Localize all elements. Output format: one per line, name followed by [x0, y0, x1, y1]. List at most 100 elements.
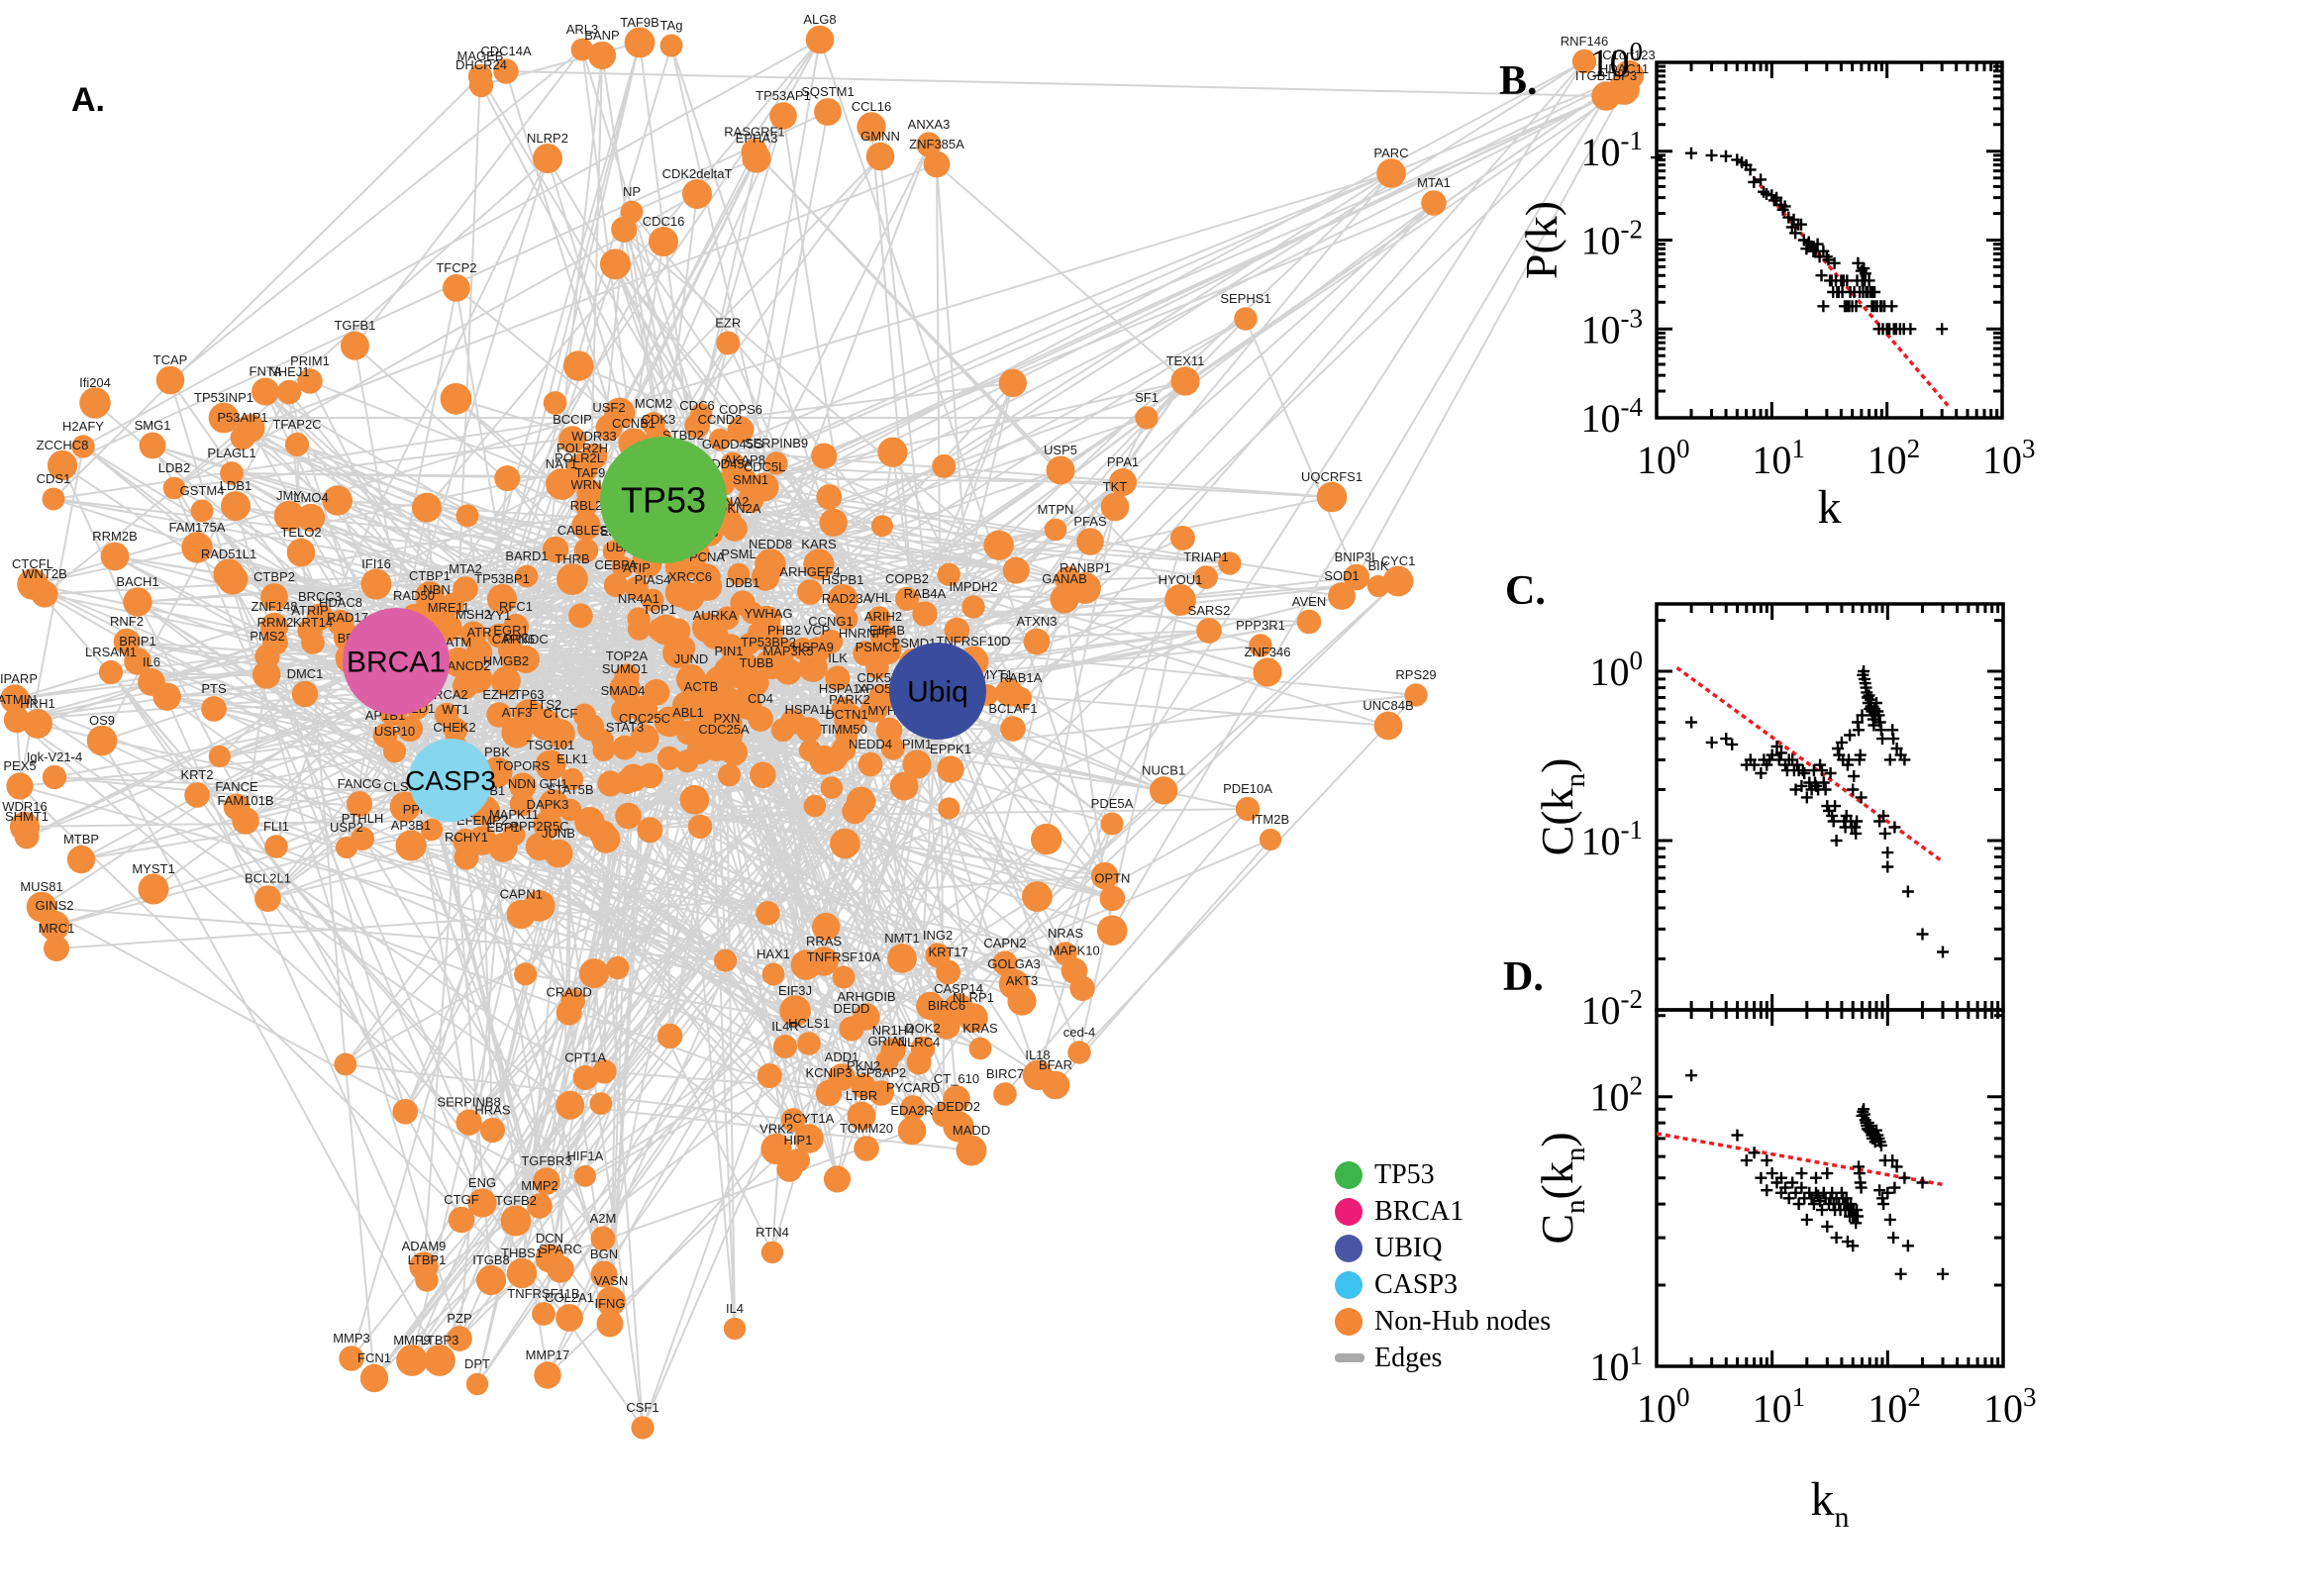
network-node [1421, 190, 1447, 216]
network-node [1076, 528, 1104, 555]
network-node-label: MSH2 [455, 607, 491, 622]
network-node-label: HSPA1A [819, 681, 869, 696]
network-node-label: KARS [801, 537, 837, 551]
network-node [1328, 582, 1356, 610]
network-node-label: PXN [714, 711, 741, 726]
network-node [931, 1102, 957, 1128]
scatter-points [1685, 665, 1949, 958]
network-node [1376, 158, 1406, 188]
network-node-label: RTN4 [756, 1225, 789, 1240]
network-node-label: ATM [446, 635, 471, 649]
network-node [637, 817, 663, 844]
network-node-label: KRT14 [293, 615, 333, 630]
network-node-label: JMY [276, 488, 302, 503]
network-node-label: POLR2H [556, 441, 608, 455]
network-node [637, 762, 663, 789]
network-node [1164, 584, 1196, 616]
network-node [1044, 518, 1067, 542]
network-node-label: IMPDH2 [949, 579, 997, 594]
network-node-label: YWHAG [744, 606, 792, 621]
network-node [612, 735, 638, 760]
network-node [335, 836, 358, 859]
panel-c-label: C. [1505, 568, 1546, 614]
network-node-label: USP10 [374, 724, 415, 739]
network-node [779, 995, 811, 1027]
network-node-label: EIF4B [869, 623, 905, 638]
network-node-label: NP [623, 184, 641, 199]
network-node-label: PTHLH [342, 811, 384, 826]
network-node-label: TAF9 [575, 465, 606, 480]
network-node [322, 485, 354, 516]
network-node [527, 1193, 553, 1219]
axis-tick-label: 103 [1983, 1382, 2037, 1431]
network-node [656, 1023, 683, 1049]
network-node [614, 769, 639, 795]
network-node [184, 782, 210, 808]
network-node-label: BRIP1 [119, 634, 156, 648]
hub-node-casp3: CASP3 [405, 739, 496, 822]
network-node-label: CTCFL [12, 556, 53, 571]
network-node [590, 1260, 618, 1288]
network-node [764, 451, 788, 475]
network-node [867, 606, 891, 630]
network-node-label: GANAB [1042, 571, 1087, 586]
network-node-label: ALG8 [803, 12, 836, 27]
network-node-label: BIRC6 [928, 998, 965, 1013]
network-node [998, 368, 1028, 398]
network-node [535, 749, 566, 781]
network-node [753, 605, 781, 634]
network-node-label: MTA2 [449, 561, 482, 576]
legend-item-ubiq: UBIQ [1335, 1230, 1551, 1266]
network-node-label: GOLGA3 [987, 956, 1040, 971]
axis-tick-label: 10-4 [1581, 392, 1644, 441]
network-node-label: ETS2 [530, 697, 562, 712]
network-node-label: LDB2 [158, 460, 191, 475]
network-node-label: C1orf123 [1602, 48, 1655, 62]
network-node [488, 833, 518, 862]
network-node [944, 617, 970, 644]
network-node-label: TEX11 [1166, 353, 1205, 368]
network-node-label: HSPB1 [822, 572, 864, 587]
network-node [1316, 481, 1348, 513]
network-node-label: THRB [555, 551, 589, 566]
network-node-label: TIPARP [0, 671, 38, 686]
network-node [812, 912, 841, 942]
network-node-label: VHL [866, 590, 891, 605]
network-node-label: MAPK11 [489, 807, 539, 822]
network-node [880, 736, 905, 760]
network-node-label: FLI1 [263, 819, 289, 834]
network-node-label: IFNG [594, 1296, 625, 1311]
network-node-label: ARL3 [566, 22, 599, 37]
network-node-label: RBL2 [570, 498, 603, 513]
network-node [347, 791, 372, 817]
network-node [113, 628, 141, 655]
network-node-label: BIRC7 [986, 1066, 1024, 1081]
network-node-label: NR1H4 [872, 1023, 915, 1038]
network-node-label: COL2A1 [545, 1290, 594, 1305]
network-node-label: USP2 [330, 820, 363, 835]
network-node [514, 962, 538, 986]
chart-C: 100 10-1 10-2 C(kn) C. [1505, 568, 2005, 1033]
network-node-label: MAGEB [457, 49, 504, 63]
network-node-label: VRK2 [759, 1121, 793, 1136]
network-node [530, 709, 561, 741]
network-node [1196, 618, 1222, 644]
network-node [86, 725, 118, 756]
network-node-label: TFCP2 [436, 260, 476, 275]
network-node-label: TFAP2C [272, 417, 321, 432]
network-node-label: BACH1 [116, 574, 158, 589]
network-node [396, 1345, 428, 1376]
network-node [820, 776, 844, 799]
network-node [447, 1326, 472, 1351]
network-node [690, 403, 713, 426]
network-node [123, 587, 152, 617]
network-node-label: ZCCHC8 [37, 438, 89, 452]
network-node-label: PDE10A [1223, 781, 1272, 796]
network-node-label: NRAS [1048, 926, 1083, 941]
network-node [624, 27, 656, 58]
network-node [208, 745, 231, 768]
network-node [6, 772, 34, 800]
network-node [98, 659, 124, 685]
network-node-label: MMP2 [521, 1178, 558, 1193]
network-node [276, 379, 302, 405]
